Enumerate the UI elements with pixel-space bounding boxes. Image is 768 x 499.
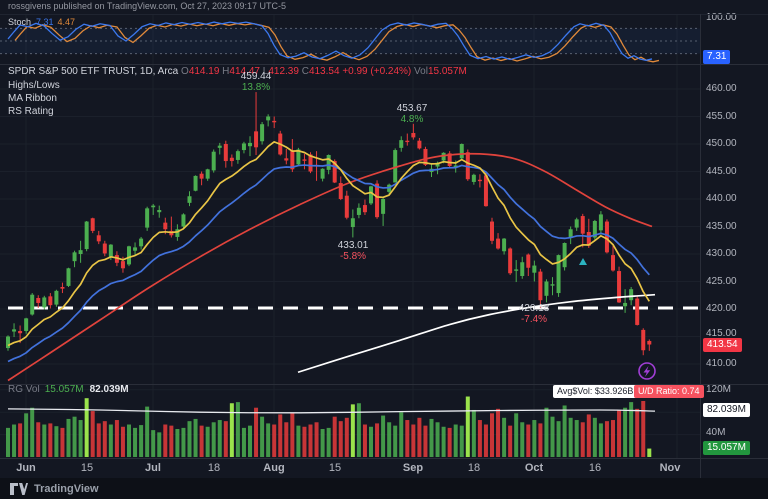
price-annotation: 453.67 4.8% [397,103,428,125]
indicator-row-ma-ribbon[interactable]: MA Ribbon [8,93,57,104]
price-tick-label: 460.00 [706,83,737,94]
stoch-k-value: 7.31 [36,17,54,27]
annotation-percent: -7.4% [520,314,548,325]
price-annotation: 420.18 -7.4% [519,303,550,325]
indicator-row-highs-lows[interactable]: Highs/Lows [8,80,60,91]
annotation-price: 453.67 [396,103,428,114]
footer-bar: TradingView [0,478,768,499]
price-tick-label: 420.00 [706,303,737,314]
price-tick-label: 440.00 [706,193,737,204]
avg-dollar-volume-chip: Avg$Vol: $33.926B [553,385,638,398]
ohlc-values: O414.19 H414.47 L412.39 C413.54 [181,66,340,77]
ohlc-value: 413.54 [308,66,340,77]
vol-value: 15.057M [427,66,467,77]
tradingview-wordmark[interactable]: TradingView [34,482,99,495]
time-tick-label: Oct [524,462,544,474]
separator-top [0,14,768,15]
annotation-price: 420.18 [518,303,550,314]
price-tick-label: 445.00 [706,166,737,177]
ohlc-key: L [260,66,269,77]
last-price-badge: 413.54 [703,338,742,352]
price-tick-label: 40M [706,427,726,438]
annotation-price: 433.01 [337,240,369,251]
time-tick-label: 15 [328,462,342,474]
current-volume-badge: 15.057M [703,441,750,455]
price-annotation: 433.01 -5.8% [338,240,369,262]
volume-legend-label: RG Vol [8,384,40,395]
ud-ratio-chip: U/D Ratio: 0.74 [634,385,704,398]
price-tick-label: 415.00 [706,328,737,339]
price-tick-label: 435.00 [706,221,737,232]
time-tick-label: Jul [145,462,161,474]
stoch-legend[interactable]: Stoch 7.31 4.47 [8,17,75,27]
separator-main-volume [0,384,768,385]
ohlc-key: O [181,66,189,77]
ohlc-key: H [219,66,230,77]
annotation-price: 459.44 [240,71,272,82]
indicator-row-rs-rating[interactable]: RS Rating [8,106,54,117]
stoch-label: Stoch [8,17,32,27]
stoch-value-badge: 7.31 [703,50,731,64]
ohlc-value: 412.39 [268,66,299,77]
time-tick-label: Aug [263,462,285,474]
price-tick-label: 120M [706,384,732,395]
annotation-percent: 13.8% [241,82,271,93]
separator-stoch-main [0,64,768,65]
stoch-d-value: 4.47 [57,17,76,27]
volume-legend[interactable]: RG Vol 15.057M 82.039M [8,384,129,395]
time-tick-label: Sep [402,462,424,474]
ohlc-value: 414.47 [229,66,260,77]
time-tick-label: 16 [588,462,602,474]
price-tick-label: 450.00 [706,138,737,149]
tradingview-logo-icon[interactable] [10,482,28,495]
volume-average-value: 82.039M [89,384,129,395]
price-tick-label: 425.00 [706,276,737,287]
time-tick-label: 18 [467,462,481,474]
price-tick-label: 430.00 [706,248,737,259]
volume-current-value: 15.057M [44,384,84,395]
ohlc-key: C [298,66,309,77]
publisher-line: rossgivens published on TradingView.com,… [8,1,286,11]
time-tick-label: 18 [207,462,221,474]
separator-volume-timeaxis [0,458,768,459]
avg-volume-badge: 82.039M [703,403,750,417]
vol-key: Vol [414,66,428,77]
symbol-legend[interactable]: SPDR S&P 500 ETF TRUST, 1D, Arca O414.19… [8,66,467,77]
time-tick-label: Jun [16,462,36,474]
change-value: +0.99 (+0.24%) [342,66,412,77]
annotation-percent: -5.8% [339,251,367,262]
price-annotation: 459.44 13.8% [241,71,272,93]
price-tick-label: 410.00 [706,358,737,369]
time-tick-label: Nov [659,462,681,474]
time-tick-label: 15 [80,462,94,474]
ohlc-value: 414.19 [188,66,220,77]
separator-price-scale [700,14,701,478]
price-tick-label: 455.00 [706,111,737,122]
symbol-title: SPDR S&P 500 ETF TRUST, 1D, Arca [8,66,179,77]
annotation-percent: 4.8% [400,114,424,125]
price-tick-label: 100.00 [706,12,737,23]
